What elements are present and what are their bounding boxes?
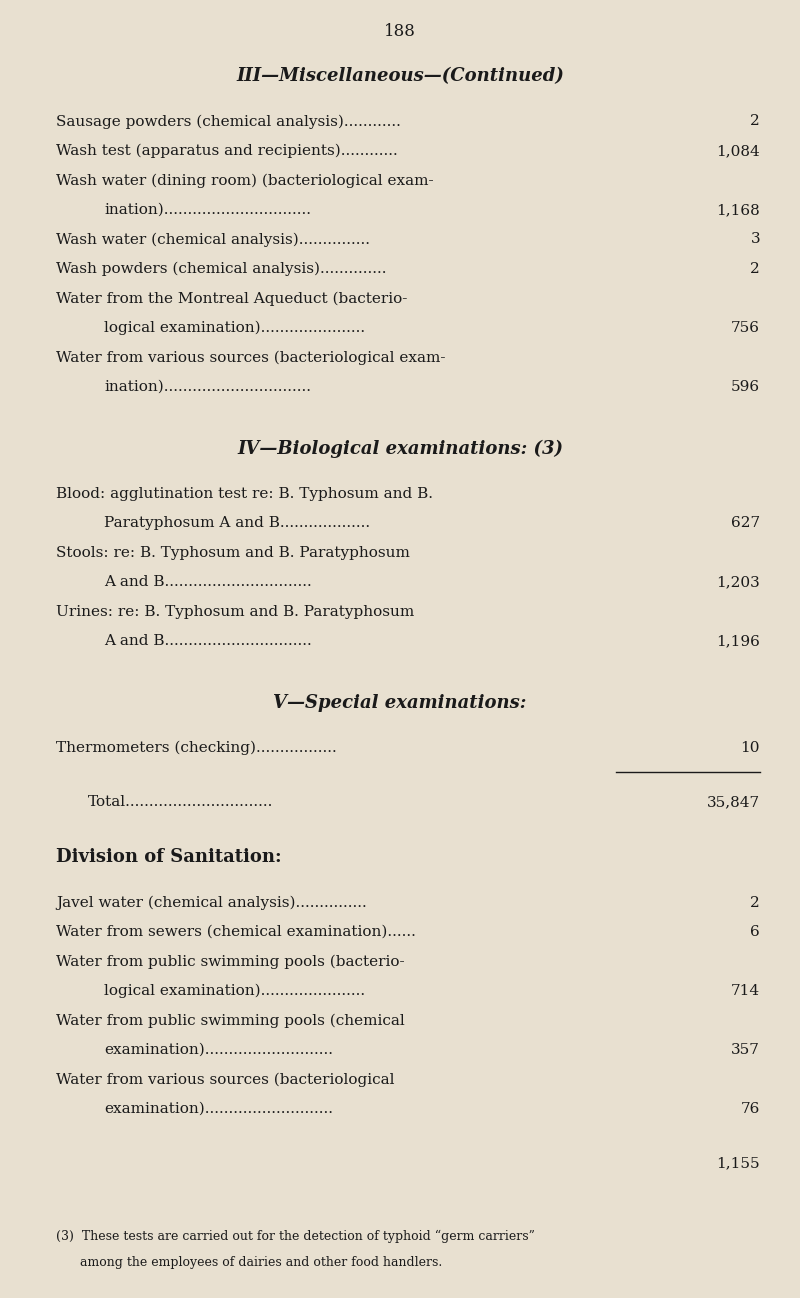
Text: Division of Sanitation:: Division of Sanitation: [56, 849, 282, 867]
Text: IV—Biological examinations: (3): IV—Biological examinations: (3) [237, 440, 563, 458]
Text: 1,155: 1,155 [716, 1157, 760, 1171]
Text: Water from sewers (chemical examination)......: Water from sewers (chemical examination)… [56, 925, 416, 938]
Text: logical examination)......................: logical examination)....................… [104, 984, 365, 998]
Text: 756: 756 [731, 321, 760, 335]
Text: Water from the Montreal Aqueduct (bacterio-: Water from the Montreal Aqueduct (bacter… [56, 291, 407, 305]
Text: III—Miscellaneous—(Continued): III—Miscellaneous—(Continued) [236, 67, 564, 86]
Text: A and B...............................: A and B............................... [104, 575, 312, 589]
Text: 1,196: 1,196 [716, 633, 760, 648]
Text: 10: 10 [741, 741, 760, 755]
Text: Water from public swimming pools (bacterio-: Water from public swimming pools (bacter… [56, 954, 405, 968]
Text: Wash water (dining room) (bacteriological exam-: Wash water (dining room) (bacteriologica… [56, 174, 434, 188]
Text: 76: 76 [741, 1102, 760, 1116]
Text: 6: 6 [750, 925, 760, 938]
Text: 1,168: 1,168 [716, 202, 760, 217]
Text: 2: 2 [750, 114, 760, 129]
Text: 714: 714 [731, 984, 760, 998]
Text: 188: 188 [384, 23, 416, 40]
Text: Water from various sources (bacteriological: Water from various sources (bacteriologi… [56, 1072, 394, 1086]
Text: ination)...............................: ination)............................... [104, 202, 311, 217]
Text: 627: 627 [731, 517, 760, 530]
Text: Wash test (apparatus and recipients)............: Wash test (apparatus and recipients)....… [56, 144, 398, 158]
Text: Stools: re: B. Typhosum and B. Paratyphosum: Stools: re: B. Typhosum and B. Paratypho… [56, 545, 410, 559]
Text: Thermometers (checking).................: Thermometers (checking)................. [56, 741, 337, 755]
Text: Sausage powders (chemical analysis)............: Sausage powders (chemical analysis).....… [56, 114, 401, 129]
Text: 596: 596 [731, 379, 760, 393]
Text: 2: 2 [750, 262, 760, 275]
Text: among the employees of dairies and other food handlers.: among the employees of dairies and other… [56, 1256, 442, 1269]
Text: examination)...........................: examination)........................... [104, 1102, 333, 1116]
Text: ination)...............................: ination)............................... [104, 379, 311, 393]
Text: 35,847: 35,847 [707, 796, 760, 810]
Text: Javel water (chemical analysis)...............: Javel water (chemical analysis).........… [56, 896, 366, 910]
Text: Total...............................: Total............................... [88, 796, 274, 810]
Text: 1,084: 1,084 [716, 144, 760, 158]
Text: Paratyphosum A and B...................: Paratyphosum A and B................... [104, 517, 370, 530]
Text: 1,203: 1,203 [716, 575, 760, 589]
Text: V—Special examinations:: V—Special examinations: [274, 694, 526, 711]
Text: logical examination)......................: logical examination)....................… [104, 321, 365, 335]
Text: 357: 357 [731, 1042, 760, 1057]
Text: 3: 3 [750, 232, 760, 247]
Text: Wash water (chemical analysis)...............: Wash water (chemical analysis)..........… [56, 232, 370, 247]
Text: examination)...........................: examination)........................... [104, 1042, 333, 1057]
Text: Urines: re: B. Typhosum and B. Paratyphosum: Urines: re: B. Typhosum and B. Paratypho… [56, 605, 414, 619]
Text: Blood: agglutination test re: B. Typhosum and B.: Blood: agglutination test re: B. Typhosu… [56, 487, 433, 501]
Text: Wash powders (chemical analysis)..............: Wash powders (chemical analysis)........… [56, 262, 386, 276]
Text: Water from public swimming pools (chemical: Water from public swimming pools (chemic… [56, 1014, 405, 1028]
Text: (3)  These tests are carried out for the detection of typhoid “germ carriers”: (3) These tests are carried out for the … [56, 1231, 535, 1243]
Text: A and B...............................: A and B............................... [104, 633, 312, 648]
Text: 2: 2 [750, 896, 760, 910]
Text: Water from various sources (bacteriological exam-: Water from various sources (bacteriologi… [56, 350, 446, 365]
